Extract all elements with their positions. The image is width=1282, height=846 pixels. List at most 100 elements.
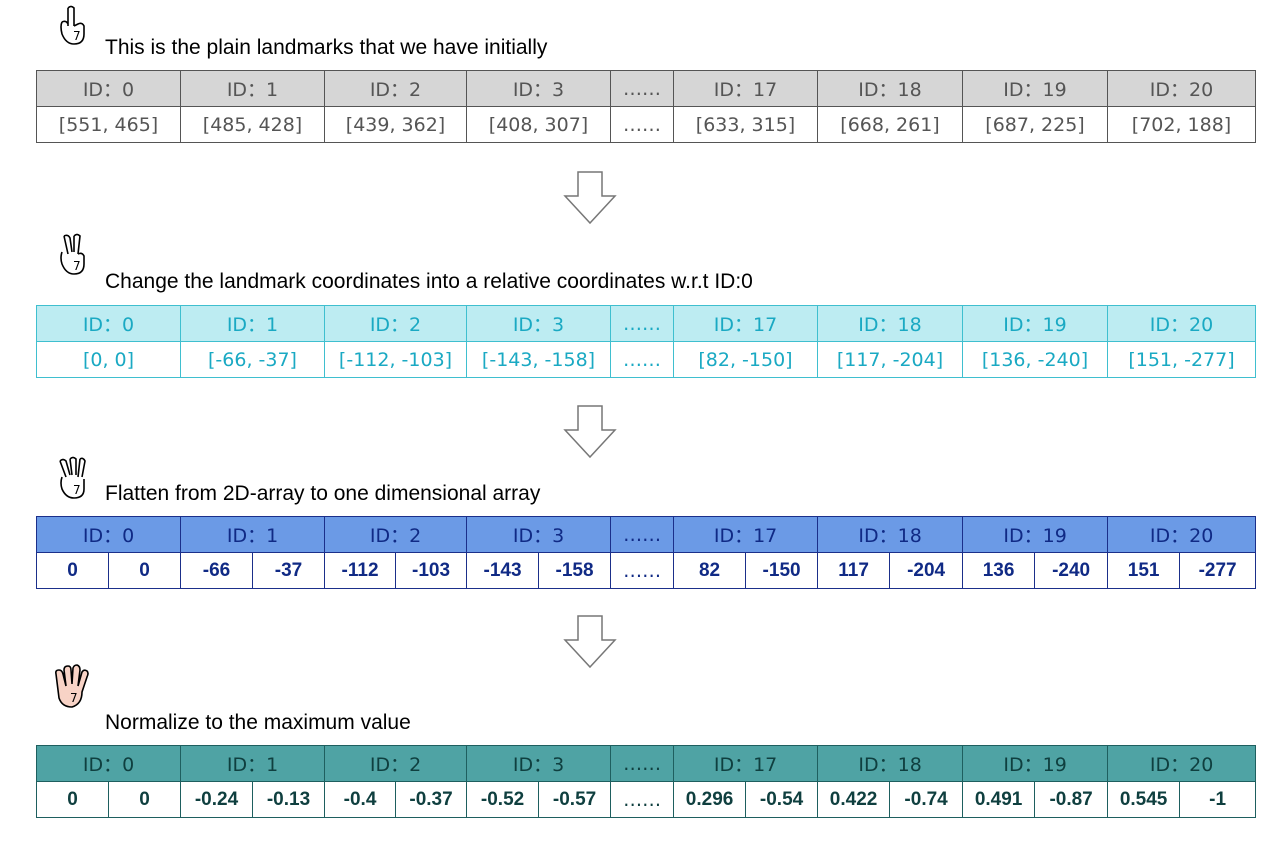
value-cell: 0	[36, 552, 109, 589]
svg-text:7: 7	[73, 483, 81, 497]
value-cell: -0.87	[1034, 781, 1109, 818]
id-header: ID：19	[962, 70, 1108, 107]
id-header: ID：0	[35, 745, 182, 782]
hand-two-fingers-icon: 7	[60, 233, 85, 275]
coord-cell: [633, 315]	[673, 106, 818, 143]
ellipsis-cell: ……	[610, 341, 674, 378]
id-header: ID：3	[466, 70, 611, 107]
id-header: ID：0	[36, 70, 181, 107]
id-header: ID：1	[180, 305, 325, 342]
value-cell: -1	[1179, 781, 1257, 818]
id-header: ID：20	[1107, 70, 1256, 107]
step3-table: ID：0 ID：1 ID：2 ID：3 …… ID：17 ID：18 ID：19…	[35, 516, 1257, 589]
value-cell: 0.422	[817, 781, 891, 818]
value-cell: -240	[1034, 552, 1109, 589]
value-cell: -103	[395, 552, 468, 589]
coord-cell: [-112, -103]	[324, 341, 467, 378]
id-header: ID：3	[466, 305, 611, 342]
value-cell: -66	[180, 552, 254, 589]
id-header: ID：17	[673, 745, 819, 782]
value-cell: 0	[36, 781, 109, 818]
coord-cell: [136, -240]	[962, 341, 1108, 378]
ellipsis-header: ……	[610, 70, 674, 107]
svg-text:7: 7	[73, 259, 81, 273]
id-header: ID：0	[36, 305, 181, 342]
coord-cell: [551, 465]	[36, 106, 181, 143]
value-cell: -0.74	[889, 781, 964, 818]
value-cell: -277	[1179, 552, 1257, 589]
id-header: ID：2	[324, 305, 467, 342]
coord-cell: [-143, -158]	[466, 341, 611, 378]
value-cell: -143	[466, 552, 540, 589]
id-header: ID：3	[466, 516, 612, 553]
hand-four-fingers-icon: 7	[55, 664, 89, 708]
id-header: ID：2	[324, 70, 467, 107]
value-cell: -204	[889, 552, 964, 589]
value-cell: -37	[252, 552, 326, 589]
id-header: ID：18	[817, 745, 964, 782]
ellipsis-cell: ……	[610, 106, 674, 143]
id-header: ID：1	[180, 745, 326, 782]
value-cell: -0.13	[252, 781, 326, 818]
value-cell: 0	[107, 552, 182, 589]
coord-cell: [117, -204]	[817, 341, 963, 378]
id-header: ID：1	[180, 70, 325, 107]
hand-one-finger-icon: 7	[60, 5, 85, 45]
value-cell: -0.54	[745, 781, 819, 818]
coord-cell: [151, -277]	[1107, 341, 1256, 378]
ellipsis-cell: ……	[610, 781, 675, 818]
id-header: ID：0	[35, 516, 182, 553]
coord-cell: [668, 261]	[817, 106, 963, 143]
value-cell: 0.296	[673, 781, 747, 818]
step3-title: Flatten from 2D-array to one dimensional…	[105, 482, 541, 505]
value-cell: -150	[745, 552, 819, 589]
coord-cell: [82, -150]	[673, 341, 818, 378]
down-arrow-icon	[563, 171, 617, 225]
value-cell: 82	[673, 552, 747, 589]
id-header: ID：17	[673, 516, 819, 553]
value-cell: -0.37	[395, 781, 468, 818]
coord-cell: [-66, -37]	[180, 341, 325, 378]
svg-text:7: 7	[70, 691, 78, 705]
value-cell: -112	[324, 552, 397, 589]
coord-cell: [485, 428]	[180, 106, 325, 143]
id-header: ID：18	[817, 516, 964, 553]
id-header: ID：2	[324, 516, 468, 553]
down-arrow-icon	[563, 405, 617, 459]
id-header: ID：20	[1107, 305, 1256, 342]
value-cell: -0.52	[466, 781, 540, 818]
id-header: ID：20	[1107, 516, 1257, 553]
id-header: ID：17	[673, 70, 818, 107]
value-cell: -0.24	[180, 781, 254, 818]
id-header: ID：19	[962, 305, 1108, 342]
step1-title: This is the plain landmarks that we have…	[105, 36, 548, 59]
value-cell: 0.545	[1107, 781, 1181, 818]
coord-cell: [687, 225]	[962, 106, 1108, 143]
id-header: ID：19	[962, 745, 1109, 782]
ellipsis-header: ……	[610, 516, 675, 553]
id-header: ID：18	[817, 70, 963, 107]
ellipsis-header: ……	[610, 305, 674, 342]
coord-cell: [0, 0]	[36, 341, 181, 378]
step2-title: Change the landmark coordinates into a r…	[105, 270, 753, 293]
id-header: ID：18	[817, 305, 963, 342]
coord-cell: [702, 188]	[1107, 106, 1256, 143]
step4-title: Normalize to the maximum value	[105, 711, 411, 734]
value-cell: 0	[107, 781, 182, 818]
step4-table: ID：0 ID：1 ID：2 ID：3 …… ID：17 ID：18 ID：19…	[35, 745, 1257, 818]
value-cell: -158	[538, 552, 612, 589]
value-cell: 151	[1107, 552, 1181, 589]
step2-table: ID：0 ID：1 ID：2 ID：3 …… ID：17 ID：18 ID：19…	[36, 305, 1256, 378]
value-cell: 136	[962, 552, 1036, 589]
id-header: ID：3	[466, 745, 612, 782]
id-header: ID：1	[180, 516, 326, 553]
value-cell: -0.4	[324, 781, 397, 818]
value-cell: 0.491	[962, 781, 1036, 818]
coord-cell: [408, 307]	[466, 106, 611, 143]
down-arrow-icon	[563, 615, 617, 669]
ellipsis-header: ……	[610, 745, 675, 782]
id-header: ID：20	[1107, 745, 1257, 782]
value-cell: 117	[817, 552, 891, 589]
ellipsis-cell: ……	[610, 552, 675, 589]
coord-cell: [439, 362]	[324, 106, 467, 143]
